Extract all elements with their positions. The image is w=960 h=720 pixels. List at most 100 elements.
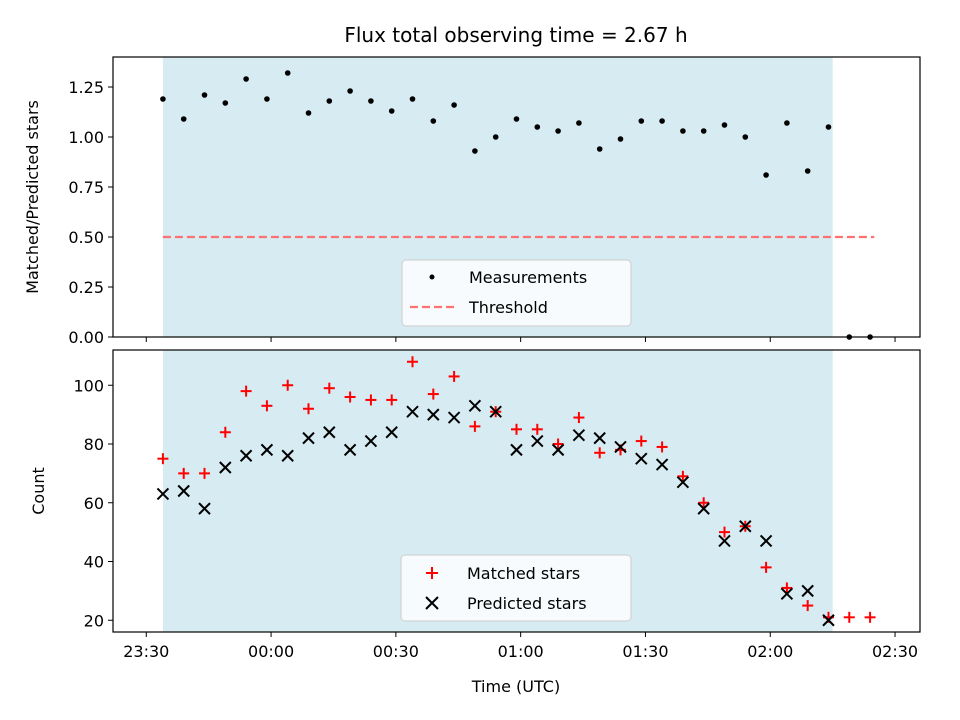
matched-star-point (323, 382, 335, 394)
predicted-star-point (323, 426, 336, 439)
measurement-point (742, 134, 749, 140)
measurement-point (305, 110, 312, 116)
x-tick-label: 02:00 (747, 642, 793, 661)
predicted-star-point (281, 449, 294, 462)
matched-star-point (219, 426, 231, 438)
predicted-star-point (198, 502, 211, 515)
predicted-star-point (593, 431, 606, 445)
predicted-legend-marker (425, 596, 439, 610)
measurement-point (492, 134, 499, 140)
top-y-ticks: 0.00 0.25 0.50 0.75 1.00 1.25 (68, 78, 113, 347)
matched-star-point (677, 470, 689, 482)
predicted-star-point (219, 461, 232, 474)
bottom-legend-box (400, 554, 632, 622)
x-tick-label: 01:30 (622, 642, 668, 661)
measurement-point (659, 118, 665, 124)
matched-star-point (656, 441, 668, 453)
measurement-point (201, 92, 208, 98)
measurement-point (617, 136, 624, 142)
top-legend-box (401, 259, 632, 327)
legend-label-matched: Matched stars (467, 564, 580, 583)
matched-star-point (178, 467, 190, 479)
predicted-star-point (510, 443, 523, 457)
measurement-point (347, 88, 353, 94)
predicted-star-point (801, 584, 814, 598)
matched-star-point (303, 403, 315, 415)
measurement-point (804, 168, 811, 174)
bottom-y-tick-label: 80 (84, 435, 104, 454)
measurement-point (409, 96, 416, 102)
measurement-point (430, 118, 437, 124)
predicted-star-point (614, 440, 627, 454)
matched-star-point (843, 611, 855, 623)
bottom-y-tick-label: 20 (84, 611, 104, 630)
predicted-star-point (697, 502, 710, 515)
predicted-star-point (468, 399, 482, 413)
matched-star-point (698, 497, 710, 509)
predicted-star-point (718, 534, 731, 548)
predicted-star-point (343, 443, 357, 457)
matched-star-point (386, 394, 398, 406)
measurement-point (264, 96, 270, 102)
top-x-ticks (145, 337, 896, 342)
matched-star-point (531, 423, 543, 435)
bottom-legend: Matched stars Predicted stars (400, 554, 632, 622)
predicted-star-point (177, 484, 190, 498)
matched-star-point (199, 467, 211, 479)
measurement-point (596, 146, 603, 152)
measurement-point (284, 70, 291, 76)
top-y-tick-label: 0.25 (68, 278, 104, 297)
legend-label-measurements: Measurements (469, 268, 587, 287)
predicted-star-point (385, 426, 398, 439)
matched-star-point (781, 582, 793, 594)
bottom-x-ticks: 23:30 00:00 00:30 01:00 01:30 02:00 02:30 (123, 632, 918, 661)
x-tick-label: 01:00 (498, 642, 544, 661)
matched-star-point (157, 453, 169, 465)
measurement-point (388, 108, 395, 114)
measurement-point (638, 118, 645, 124)
top-y-tick-label: 0.75 (68, 178, 104, 197)
measurement-point (680, 128, 686, 134)
measurement-point (243, 76, 249, 82)
measurement-point (555, 128, 561, 134)
count-points (156, 356, 876, 627)
measurement-point (513, 116, 520, 122)
x-tick-label: 23:30 (123, 642, 169, 661)
predicted-star-point (302, 431, 315, 445)
matched-star-point (511, 423, 522, 435)
predicted-star-point (635, 452, 648, 465)
matched-star-point (282, 379, 294, 391)
top-y-tick-label: 1.25 (68, 78, 104, 97)
matched-star-point (448, 370, 460, 382)
measurement-point (576, 120, 582, 126)
bottom-axes-frame (112, 349, 921, 633)
predicted-star-point (239, 449, 253, 462)
matched-star-point (407, 356, 419, 368)
measurement-point (763, 172, 769, 178)
measurement-point (222, 100, 229, 106)
legend-label-predicted: Predicted stars (467, 594, 587, 613)
predicted-star-point (489, 405, 502, 418)
predicted-star-point (427, 408, 440, 421)
predicted-star-point (156, 487, 170, 501)
matched-star-point (718, 526, 730, 538)
matched-star-point (344, 391, 356, 403)
matched-legend-marker (426, 567, 438, 579)
matched-star-point (240, 385, 252, 397)
top-y-tick-label: 0.00 (68, 328, 104, 347)
measurement-point (472, 148, 478, 154)
predicted-star-point (822, 614, 835, 627)
measurement-point (180, 116, 187, 122)
matched-star-point (261, 400, 273, 412)
x-tick-label: 00:30 (373, 642, 419, 661)
ratio-panel: 0.00 0.25 0.50 0.75 1.00 1.25 Matched/Predict… (23, 56, 921, 347)
matched-star-point (427, 388, 439, 400)
measurement-point (368, 98, 374, 104)
matched-star-point (365, 394, 377, 406)
bottom-y-tick-label: 40 (84, 553, 104, 572)
matched-star-point (573, 412, 585, 424)
predicted-star-point (260, 443, 274, 457)
x-axis-label: Time (UTC) (471, 677, 560, 696)
measurements-legend-marker (429, 274, 435, 280)
measurement-point (784, 120, 790, 126)
